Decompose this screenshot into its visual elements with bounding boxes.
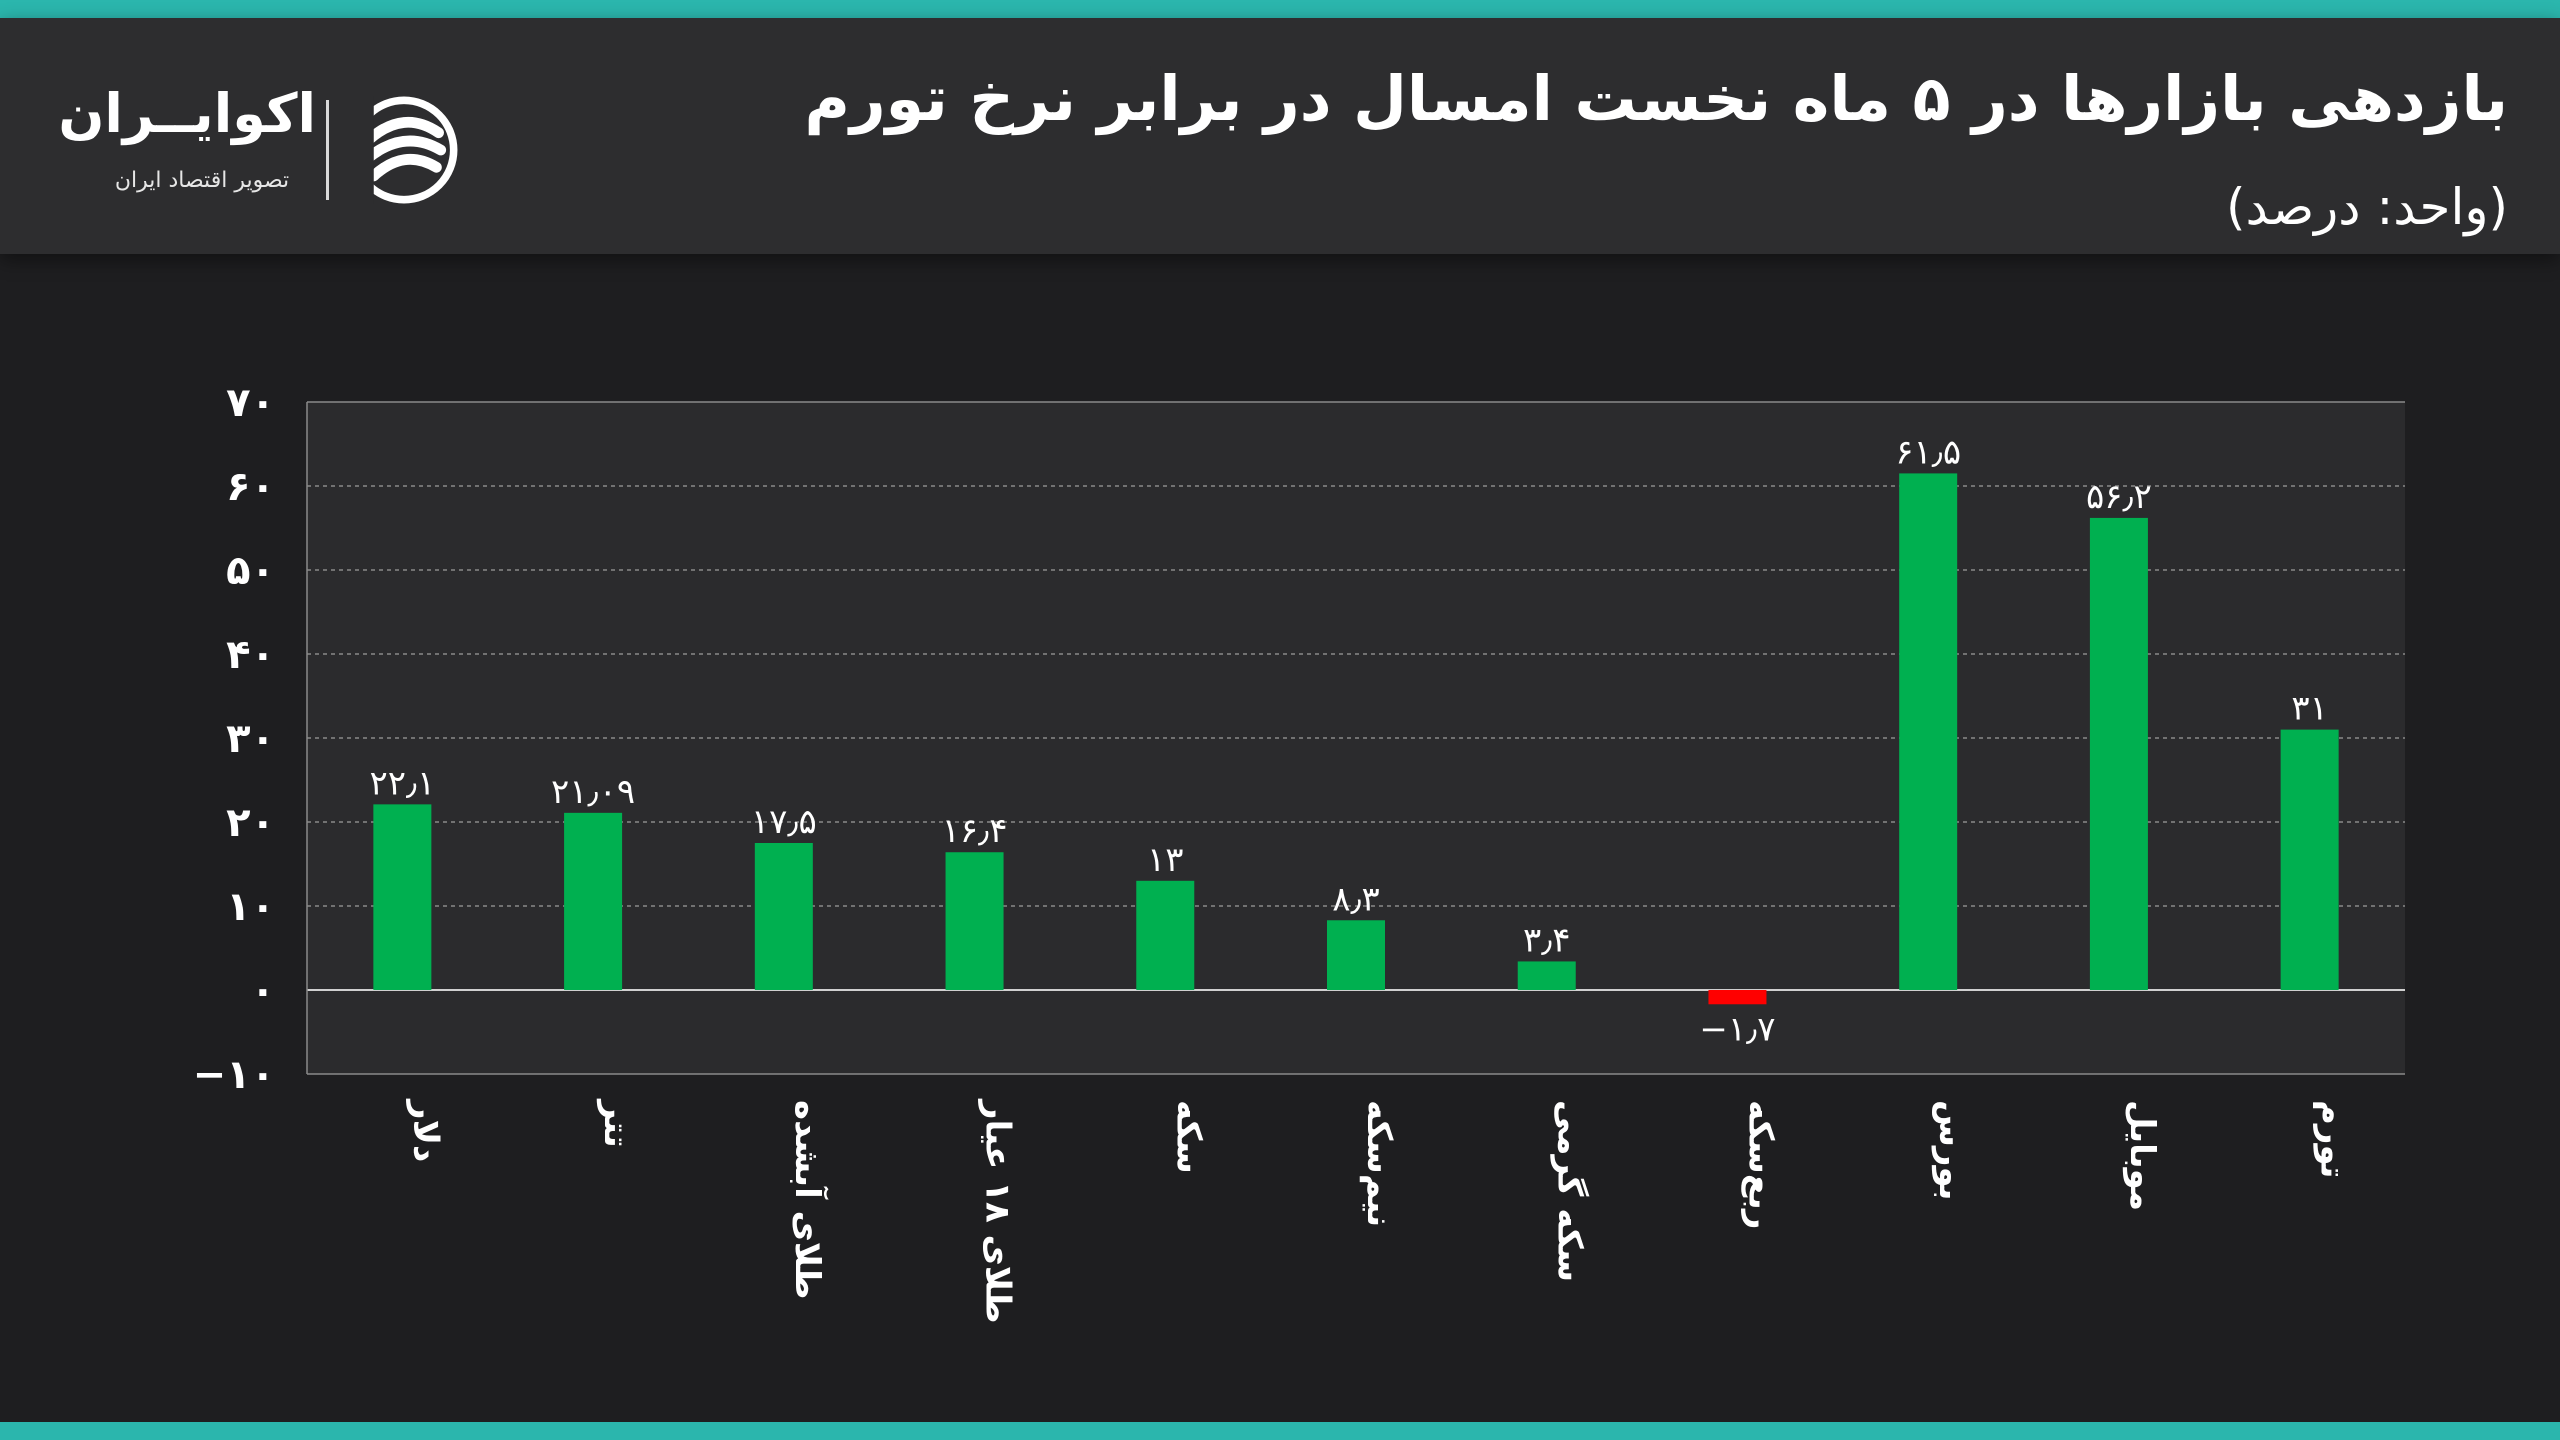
y-tick-label: ۱۰ — [226, 884, 275, 930]
category-label: سکه گرمی — [1550, 1100, 1590, 1282]
bar — [754, 843, 813, 990]
bar-value-label: ۵۶٫۲ — [2086, 477, 2152, 517]
bar-value-label: −۱٫۷ — [1699, 1009, 1775, 1049]
bar-value-label: ۳٫۴ — [1523, 920, 1571, 960]
bar-value-label: ۸٫۳ — [1332, 879, 1380, 919]
bar-value-label: ۳۱ — [2291, 689, 2328, 729]
top-accent-stripe — [0, 0, 2560, 18]
unit-subtitle: (واحد: درصد) — [2225, 178, 2508, 236]
y-tick-label: ۲۰ — [226, 800, 275, 846]
header: بازدهی بازارها در ۵ ماه نخست امسال در بر… — [0, 18, 2560, 254]
y-tick-label: ۳۰ — [226, 716, 275, 762]
category-label: ربع‌سکه — [1740, 1100, 1780, 1229]
category-label: طلای آبشده — [787, 1100, 829, 1300]
logo: اکوایــران تصویر اقتصاد ایران — [58, 82, 468, 212]
bar-value-label: ۱۶٫۴ — [942, 811, 1008, 851]
category-label: موبایل — [2122, 1100, 2162, 1211]
bar-value-label: ۶۱٫۵ — [1895, 432, 1961, 472]
category-label: بورس — [1931, 1100, 1971, 1201]
ecoiran-swirl-icon — [350, 96, 458, 204]
logo-name: اکوایــران — [58, 82, 316, 145]
bar — [945, 852, 1004, 990]
category-label: تورم — [2313, 1100, 2353, 1179]
bar — [1517, 961, 1576, 990]
bar-value-label: ۲۱٫۰۹ — [551, 772, 635, 812]
bar — [1899, 473, 1958, 990]
bar — [564, 812, 623, 990]
category-label: تتر — [596, 1098, 636, 1148]
y-tick-label: −۱۰ — [193, 1052, 275, 1098]
bar — [373, 804, 432, 990]
y-tick-label: ۶۰ — [226, 464, 275, 510]
y-tick-label: ۴۰ — [226, 632, 275, 678]
bar-value-label: ۲۲٫۱ — [369, 763, 435, 803]
page-title: بازدهی بازارها در ۵ ماه نخست امسال در بر… — [804, 62, 2509, 135]
y-tick-label: ۵۰ — [226, 548, 275, 594]
logo-tagline: تصویر اقتصاد ایران — [114, 168, 290, 193]
bottom-accent-stripe — [0, 1422, 2560, 1440]
category-label: نیم‌سکه — [1359, 1100, 1399, 1227]
bar — [2089, 517, 2148, 990]
category-label: دلار — [405, 1098, 445, 1162]
category-label: طلای ۱۸ عیار — [978, 1098, 1018, 1324]
bar — [2280, 729, 2339, 990]
bar-value-label: ۱۳ — [1147, 840, 1184, 880]
y-tick-label: ۷۰ — [226, 380, 275, 426]
bar-chart: ۷۰ ۶۰ ۵۰ ۴۰ ۳۰ ۲۰ ۱۰ ۰ −۱۰ ۲۲٫۱ ۲۱٫۰۹ ۱۷٫۵ ۱۶٫۴ ۱۳ ۸٫… — [193, 380, 2405, 1324]
bar — [1136, 880, 1195, 990]
y-tick-label: ۰ — [251, 968, 275, 1014]
bar — [1708, 990, 1767, 1005]
bar-value-label: ۱۷٫۵ — [751, 802, 817, 842]
logo-divider — [326, 100, 329, 200]
bar — [1327, 920, 1385, 990]
category-label: سکه — [1168, 1100, 1208, 1174]
